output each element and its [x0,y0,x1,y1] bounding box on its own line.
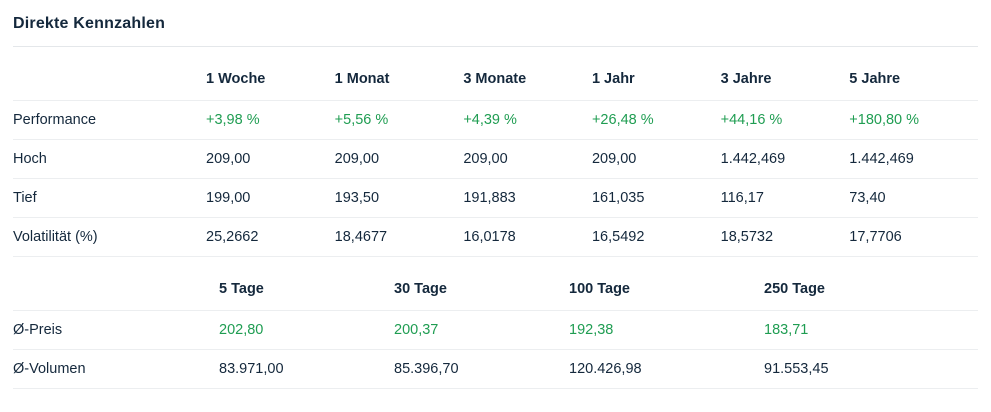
value-cell: 193,50 [334,178,464,218]
column-header: 100 Tage [569,257,764,311]
value-cell: 18,4677 [334,217,464,257]
row-label: Hoch [13,139,206,179]
value-cell: 191,883 [463,178,592,218]
average-metrics-table: 5 Tage 30 Tage 100 Tage 250 Tage Ø-Preis… [13,257,978,389]
table-row-avg-preis: Ø-Preis 202,80 200,37 192,38 183,71 [13,310,978,350]
section-title: Direkte Kennzahlen [13,0,978,47]
value-cell: 116,17 [720,178,850,218]
column-header: 1 Jahr [591,47,721,101]
empty-header-cell [13,47,206,101]
value-cell: +44,16 % [720,100,850,140]
table-row-tief: Tief 199,00 193,50 191,883 161,035 116,1… [13,178,978,218]
value-cell: 16,5492 [591,217,721,257]
value-cell: +4,39 % [463,100,592,140]
column-header: 3 Monate [463,47,592,101]
table-row-volatilitaet: Volatilität (%) 25,2662 18,4677 16,0178 … [13,217,978,257]
row-label: Ø-Volumen [13,349,219,389]
value-cell: 209,00 [591,139,721,179]
column-header: 1 Woche [206,47,335,101]
empty-header-cell [13,257,219,311]
value-cell: 199,00 [206,178,335,218]
row-label: Volatilität (%) [13,217,206,257]
value-cell: 120.426,98 [569,349,764,389]
column-header: 250 Tage [764,257,978,311]
column-header: 30 Tage [394,257,569,311]
value-cell: +180,80 % [849,100,978,140]
value-cell: 91.553,45 [764,349,978,389]
value-cell: 200,37 [394,310,569,350]
row-label: Tief [13,178,206,218]
value-cell: 183,71 [764,310,978,350]
table-header-row: 5 Tage 30 Tage 100 Tage 250 Tage [13,257,978,311]
table-row-avg-volumen: Ø-Volumen 83.971,00 85.396,70 120.426,98… [13,349,978,389]
value-cell: 202,80 [219,310,394,350]
row-label: Performance [13,100,206,140]
value-cell: 25,2662 [206,217,335,257]
value-cell: 209,00 [206,139,335,179]
value-cell: 73,40 [849,178,978,218]
table-row-performance: Performance +3,98 % +5,56 % +4,39 % +26,… [13,100,978,140]
value-cell: 83.971,00 [219,349,394,389]
value-cell: 17,7706 [849,217,978,257]
value-cell: +26,48 % [591,100,721,140]
column-header: 5 Jahre [849,47,978,101]
column-header: 3 Jahre [720,47,850,101]
value-cell: 16,0178 [463,217,592,257]
value-cell: 1.442,469 [720,139,850,179]
value-cell: 85.396,70 [394,349,569,389]
value-cell: 161,035 [591,178,721,218]
value-cell: 18,5732 [720,217,850,257]
value-cell: 209,00 [334,139,464,179]
column-header: 5 Tage [219,257,394,311]
table-header-row: 1 Woche 1 Monat 3 Monate 1 Jahr 3 Jahre … [13,47,978,101]
value-cell: +3,98 % [206,100,335,140]
value-cell: 209,00 [463,139,592,179]
key-figures-widget: Direkte Kennzahlen 1 Woche 1 Monat 3 Mon… [13,0,978,389]
value-cell: 192,38 [569,310,764,350]
period-metrics-table: 1 Woche 1 Monat 3 Monate 1 Jahr 3 Jahre … [13,47,978,257]
row-label: Ø-Preis [13,310,219,350]
column-header: 1 Monat [334,47,464,101]
value-cell: 1.442,469 [849,139,978,179]
table-row-hoch: Hoch 209,00 209,00 209,00 209,00 1.442,4… [13,139,978,179]
value-cell: +5,56 % [334,100,464,140]
